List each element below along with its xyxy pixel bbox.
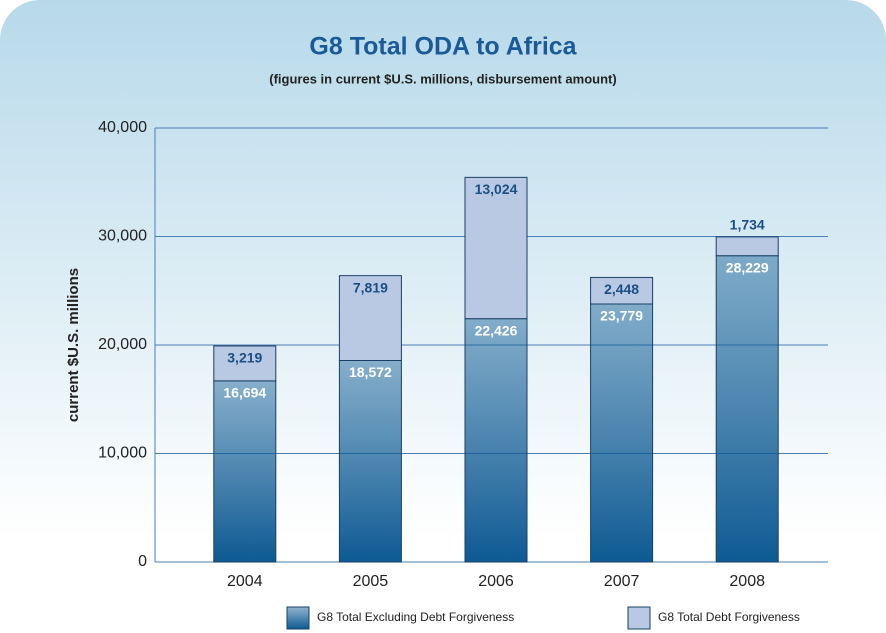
y-tick-label: 0 [138, 553, 147, 570]
y-tick-label: 40,000 [98, 119, 147, 136]
value-label: 18,572 [349, 364, 392, 380]
bar-segment [715, 255, 779, 563]
chart-title: G8 Total ODA to Africa [309, 33, 577, 61]
bar-segment [213, 345, 277, 382]
x-tick-label: 2005 [353, 573, 389, 590]
legend-swatch [627, 606, 651, 630]
x-tick-label: 2008 [729, 573, 765, 590]
x-tick-label: 2006 [478, 573, 514, 590]
value-label: 1,734 [730, 217, 765, 233]
value-label: 23,779 [600, 308, 643, 324]
bar-segment [590, 276, 654, 305]
bar-segment [338, 275, 402, 361]
bar-segment [464, 176, 528, 320]
x-tick-label: 2004 [227, 573, 263, 590]
y-tick-label: 20,000 [98, 336, 147, 353]
legend-swatch [286, 606, 310, 630]
y-axis-label: current $U.S. millions [65, 268, 82, 422]
chart-subtitle: (figures in current $U.S. millions, disb… [269, 71, 616, 86]
y-tick-label: 30,000 [98, 228, 147, 245]
bar-segment [715, 236, 779, 257]
legend-label: G8 Total Debt Forgiveness [658, 610, 800, 624]
value-label: 7,819 [353, 279, 388, 295]
value-label: 3,219 [227, 350, 262, 366]
value-label: 22,426 [475, 322, 518, 338]
value-label: 16,694 [223, 385, 266, 401]
value-label: 2,448 [604, 281, 639, 297]
bar-segment [338, 359, 402, 563]
y-tick-label: 10,000 [98, 445, 147, 462]
bar-segment [464, 318, 528, 563]
x-tick-label: 2007 [604, 573, 640, 590]
bar-segment [590, 303, 654, 563]
legend-label: G8 Total Excluding Debt Forgiveness [317, 610, 514, 624]
value-label: 28,229 [726, 259, 769, 275]
value-label: 13,024 [475, 181, 518, 197]
bar-segment [213, 380, 277, 563]
